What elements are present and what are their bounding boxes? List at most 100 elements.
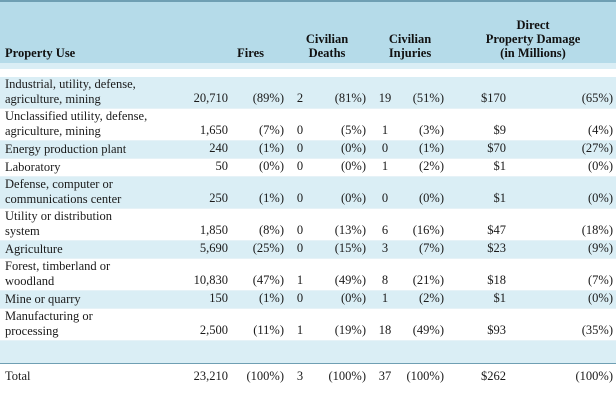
injuries-cell: 1 [370,108,400,141]
damage-percent-cell: (27%) [506,140,616,159]
header-fires: Fires [170,0,284,63]
fires-cell: 2,500 [170,308,234,341]
injuries-percent-cell: (1%) [400,140,450,159]
total-injuries-percent-cell: (100%) [400,363,450,390]
injuries-percent-cell: (21%) [400,258,450,291]
damage-cell: $47 [450,208,506,241]
damage-cell: $9 [450,108,506,141]
table-row: Laboratory 50 (0%) 0 (0%) 1 (2%) $1 (0%) [0,158,616,177]
damage-cell: $70 [450,140,506,159]
table-row: Industrial, utility, defense, agriculture… [0,77,616,109]
damage-percent-cell: (18%) [506,208,616,241]
property-use-cell: Agriculture [0,240,170,259]
total-row: Total 23,210 (100%) 3 (100%) 37 (100%) $262 (100… [0,363,616,390]
injuries-percent-cell: (16%) [400,208,450,241]
damage-percent-cell: (65%) [506,77,616,109]
fires-cell: 250 [170,176,234,209]
fires-percent-cell: (8%) [234,208,284,241]
damage-cell: $1 [450,158,506,177]
deaths-percent-cell: (13%) [316,208,370,241]
damage-cell: $170 [450,77,506,109]
damage-cell: $23 [450,240,506,259]
fires-cell: 20,710 [170,77,234,109]
property-use-label-line: Laboratory [5,159,61,174]
injuries-percent-cell: (51%) [400,77,450,109]
injuries-cell: 0 [370,176,400,209]
damage-percent-cell: (9%) [506,240,616,259]
injuries-cell: 1 [370,290,400,309]
injuries-cell: 18 [370,308,400,341]
header-damage-line2: Property Damage [485,32,581,46]
total-damage-percent-cell: (100%) [506,363,616,390]
table-row: Energy production plant 240 (1%) 0 (0%) 0 (1%)… [0,140,616,159]
property-use-label-line: Defense, computer or [5,177,113,191]
property-use-cell: Unclassified utility, defense, agricultur… [0,108,170,141]
deaths-cell: 0 [284,140,316,159]
fires-cell: 10,830 [170,258,234,291]
fires-percent-cell: (11%) [234,308,284,341]
fires-cell: 150 [170,290,234,309]
header-civilian-injuries: Civilian Injuries [370,0,450,63]
header-civilian-injuries-line2: Injuries [388,46,432,60]
deaths-percent-cell: (49%) [316,258,370,291]
property-use-label-line: processing [5,323,59,338]
property-use-cell: Utility or distribution system [0,208,170,241]
deaths-cell: 0 [284,290,316,309]
header-property-use: Property Use [0,0,170,63]
property-use-cell: Defense, computer or communications cente… [0,176,170,209]
table-row: Unclassified utility, defense, agricultur… [0,108,616,141]
fires-percent-cell: (7%) [234,108,284,141]
deaths-cell: 2 [284,77,316,109]
property-use-cell: Energy production plant [0,140,170,159]
injuries-cell: 1 [370,158,400,177]
property-use-label-line: Manufacturing or [5,309,93,323]
header-civilian-injuries-line1: Civilian [388,32,432,46]
header-damage-line1: Direct [516,18,550,32]
damage-percent-cell: (0%) [506,176,616,209]
property-use-cell: Industrial, utility, defense, agriculture… [0,77,170,109]
damage-cell: $1 [450,176,506,209]
property-use-label-line: agriculture, mining [5,123,101,138]
deaths-percent-cell: (15%) [316,240,370,259]
injuries-cell: 19 [370,77,400,109]
injuries-cell: 0 [370,140,400,159]
spacer-row-before-total [0,340,616,364]
total-deaths-percent-cell: (100%) [316,363,370,390]
injuries-percent-cell: (2%) [400,158,450,177]
injuries-percent-cell: (49%) [400,308,450,341]
property-use-cell: Forest, timberland or woodland [0,258,170,291]
fires-cell: 50 [170,158,234,177]
fires-cell: 240 [170,140,234,159]
deaths-percent-cell: (0%) [316,158,370,177]
table-row: Agriculture 5,690 (25%) 0 (15%) 3 (7%) $23 (9%) [0,240,616,259]
property-use-label-line: woodland [5,273,55,288]
total-fires-percent-cell: (100%) [234,363,284,390]
property-use-label-line: Energy production plant [5,141,127,156]
damage-cell: $1 [450,290,506,309]
spacer-cell [0,340,616,364]
header-damage-line3: (in Millions) [500,46,566,60]
property-use-label-line: Agriculture [5,241,63,256]
fires-cell: 1,850 [170,208,234,241]
table-row: Utility or distribution system 1,850 (8%) 0(… [0,208,616,241]
injuries-cell: 3 [370,240,400,259]
spacer-cell [0,69,616,77]
header-civilian-deaths-line1: Civilian [305,32,349,46]
property-use-label-line: agriculture, mining [5,91,101,106]
deaths-percent-cell: (0%) [316,140,370,159]
total-damage-cell: $262 [450,363,506,390]
deaths-cell: 0 [284,108,316,141]
deaths-cell: 0 [284,208,316,241]
deaths-cell: 1 [284,308,316,341]
property-use-cell: Manufacturing or processing [0,308,170,341]
header-separator-row [0,63,616,69]
table-row: Mine or quarry 150 (1%) 0 (0%) 1 (2%) $1 (0%) [0,290,616,309]
total-fires-cell: 23,210 [170,363,234,390]
property-use-label-line: Utility or distribution [5,209,112,223]
injuries-percent-cell: (0%) [400,176,450,209]
deaths-cell: 0 [284,158,316,177]
deaths-cell: 0 [284,240,316,259]
property-use-label-line: Forest, timberland or [5,259,111,273]
fires-cell: 1,650 [170,108,234,141]
